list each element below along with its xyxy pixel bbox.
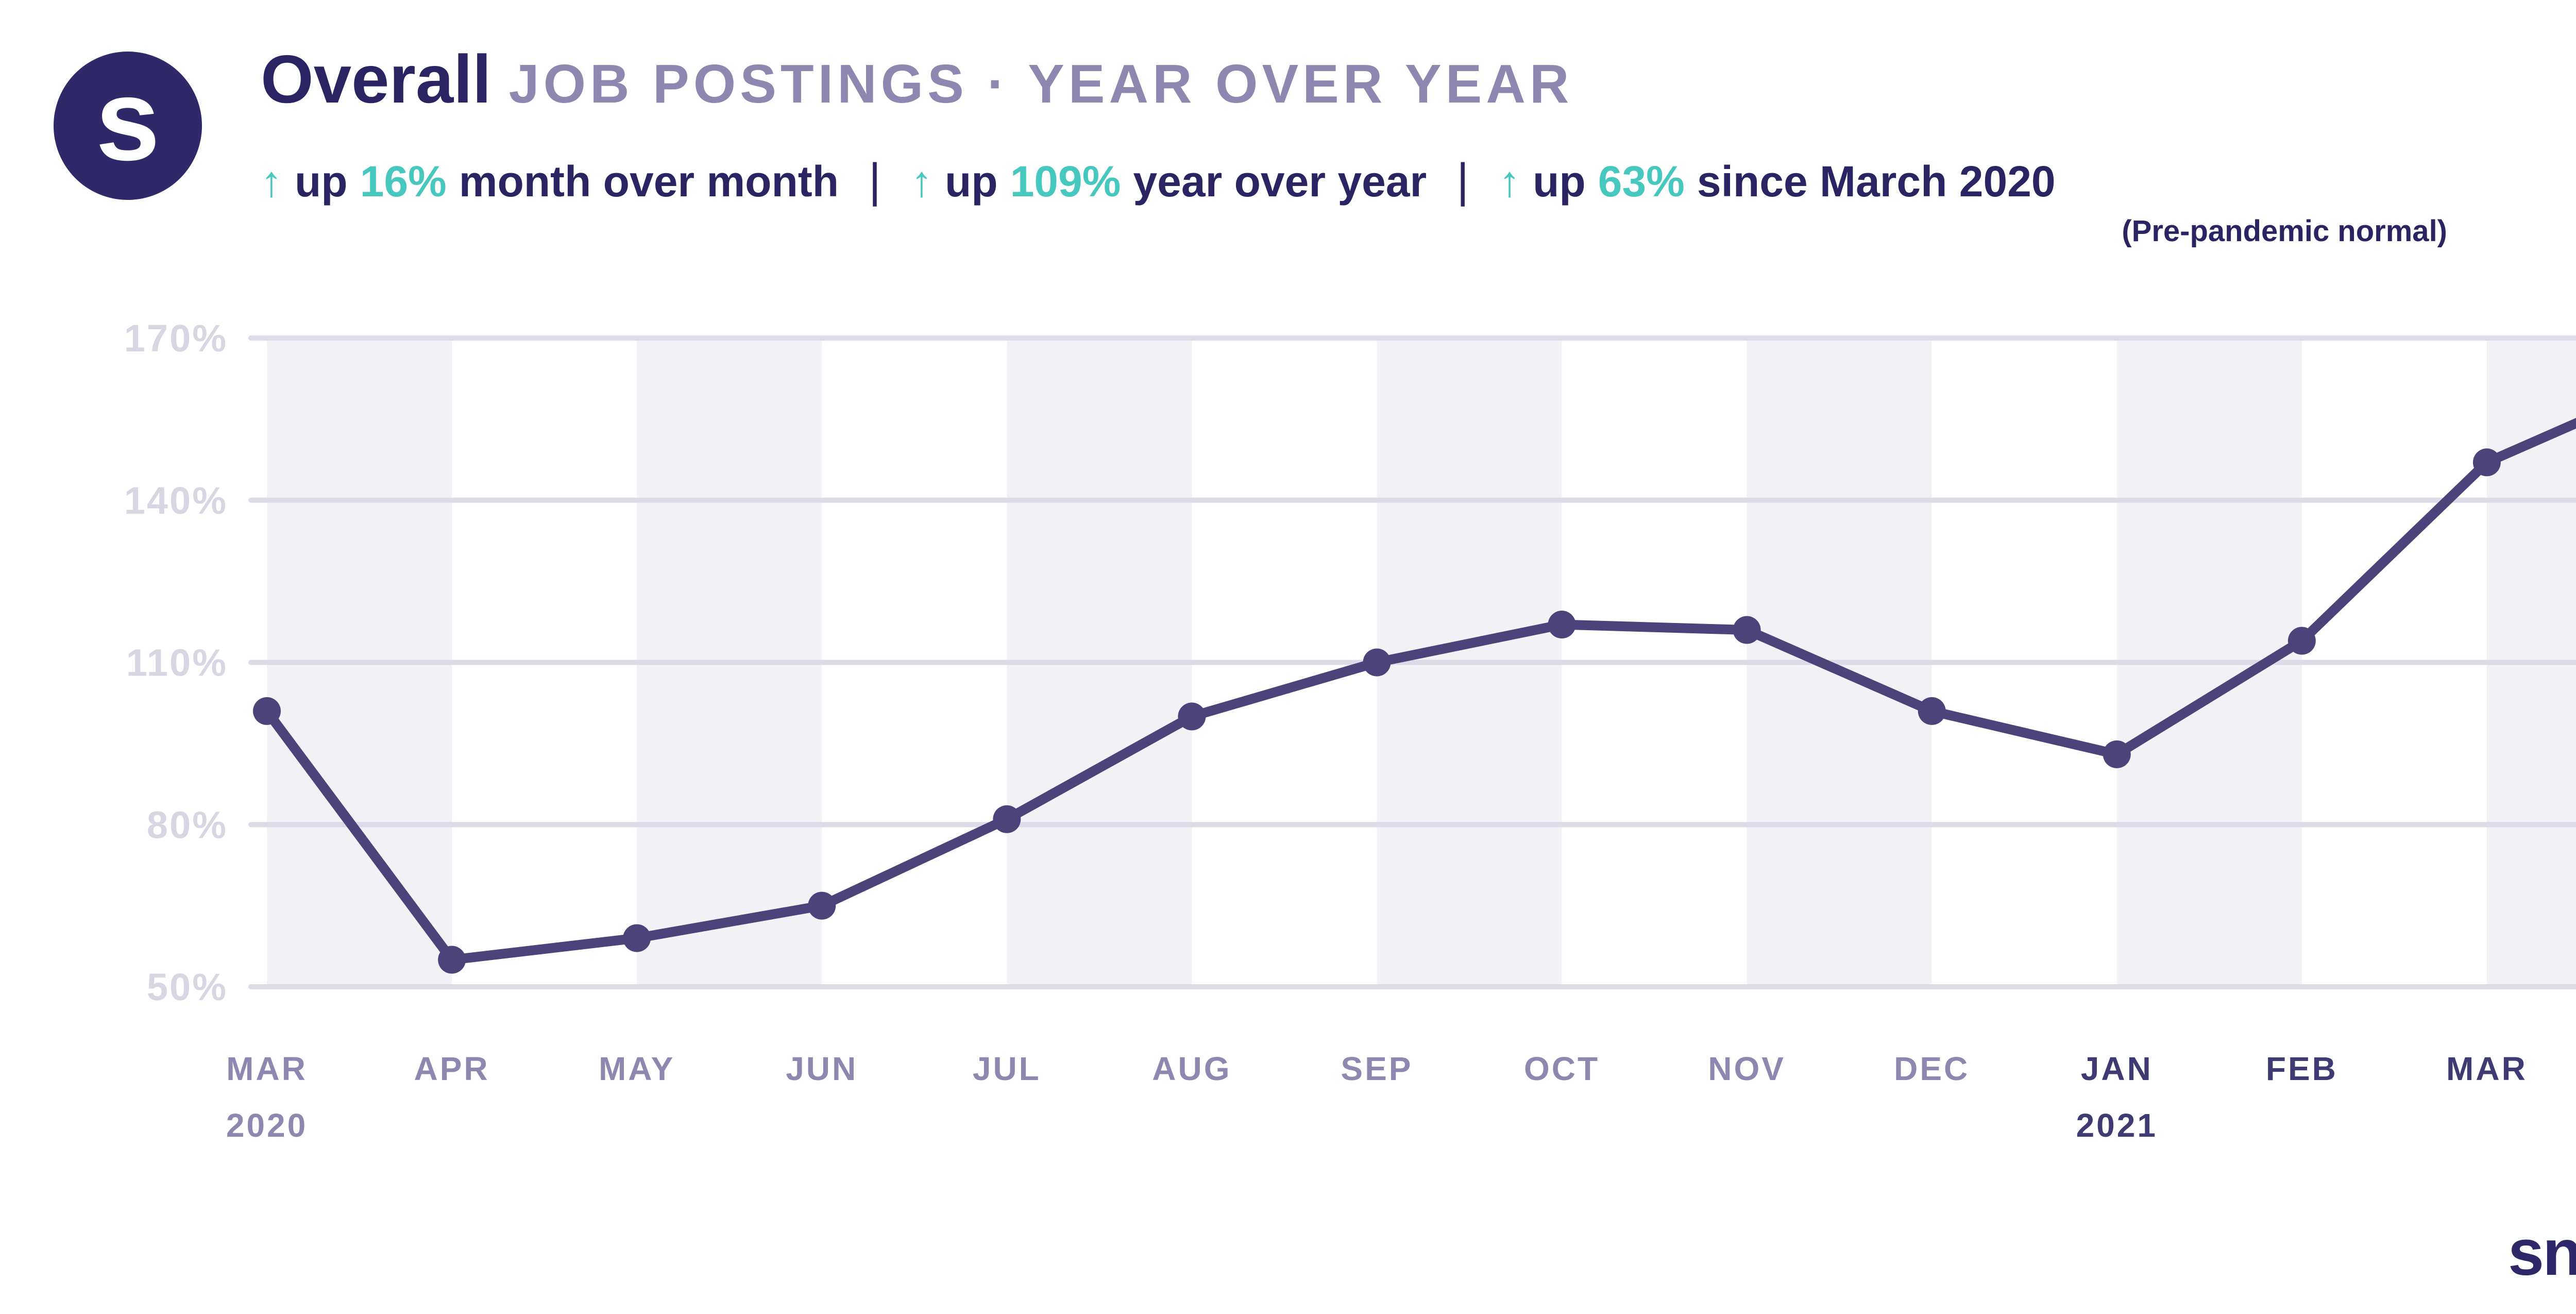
stat-prefix: up <box>295 157 348 206</box>
x-tick-label: JUN <box>786 1050 858 1087</box>
up-arrow-icon: ↑ <box>910 157 933 206</box>
stat-separator: | <box>869 154 881 207</box>
data-point <box>1178 702 1206 731</box>
data-point <box>993 805 1021 833</box>
data-point <box>438 946 466 974</box>
data-point <box>808 891 836 920</box>
stat-prefix: up <box>1533 157 1586 206</box>
x-tick-label: MAR <box>226 1050 308 1087</box>
x-tick-label: MAR <box>2446 1050 2528 1087</box>
data-point <box>1733 616 1761 644</box>
pre-pandemic-footnote: (Pre-pandemic normal) <box>2122 214 2447 248</box>
x-tick-label: OCT <box>1524 1050 1600 1087</box>
page-title: Overall JOB POSTINGS · YEAR OVER YEAR <box>261 40 1573 118</box>
y-tick-label: 170% <box>124 317 228 360</box>
y-tick-label: 110% <box>126 642 228 684</box>
x-tick-label: DEC <box>1894 1050 1970 1087</box>
x-tick-label: NOV <box>1708 1050 1786 1087</box>
snagajob-logo-icon: s <box>54 52 202 200</box>
stat-value: 16% <box>360 157 447 206</box>
up-arrow-icon: ↑ <box>1499 157 1521 206</box>
stat-since-march-2020: ↑ up 63% since March 2020 <box>1499 157 2056 207</box>
data-point <box>2472 448 2501 477</box>
x-tick-year-label: 2020 <box>226 1107 308 1144</box>
x-tick-label: AUG <box>1152 1050 1231 1087</box>
x-tick-year-label: 2021 <box>2076 1107 2158 1144</box>
stat-year-over-year: ↑ up 109% year over year <box>911 157 1427 207</box>
page-title-emphasis: Overall <box>261 41 492 117</box>
logo-letter: s <box>95 54 160 184</box>
stat-separator: | <box>1456 154 1469 207</box>
stat-suffix: month over month <box>459 157 839 206</box>
x-tick-label: SEP <box>1341 1050 1413 1087</box>
data-point <box>623 924 651 952</box>
stat-suffix: since March 2020 <box>1697 157 2056 206</box>
stat-prefix: up <box>944 157 998 206</box>
wordmark-text: snagajob <box>2508 1216 2576 1289</box>
stat-suffix: year over year <box>1133 157 1427 206</box>
data-point <box>2287 627 2316 655</box>
series-line <box>262 418 2576 965</box>
x-tick-label: JAN <box>2081 1050 2153 1087</box>
stat-value: 109% <box>1010 157 1121 206</box>
x-tick-label: APR <box>414 1050 490 1087</box>
x-tick-label: JUL <box>973 1050 1041 1087</box>
data-point <box>253 697 281 725</box>
data-point <box>1548 611 1576 639</box>
x-tick-label: FEB <box>2266 1050 2338 1087</box>
data-point <box>2103 740 2131 768</box>
stat-value: 63% <box>1598 157 1685 206</box>
stats-line: ↑ up 16% month over month | ↑ up 109% ye… <box>261 154 2056 208</box>
y-tick-label: 50% <box>147 966 228 1008</box>
data-point <box>1918 697 1946 725</box>
stat-month-over-month: ↑ up 16% month over month <box>261 157 839 207</box>
data-point <box>1363 648 1391 677</box>
x-tick-label: MAY <box>599 1050 675 1087</box>
y-tick-label: 140% <box>124 479 228 522</box>
snagajob-wordmark: snagajob® <box>2508 1220 2576 1285</box>
up-arrow-icon: ↑ <box>261 157 282 206</box>
page-title-rest: JOB POSTINGS · YEAR OVER YEAR <box>509 54 1573 114</box>
y-tick-label: 80% <box>147 803 228 846</box>
